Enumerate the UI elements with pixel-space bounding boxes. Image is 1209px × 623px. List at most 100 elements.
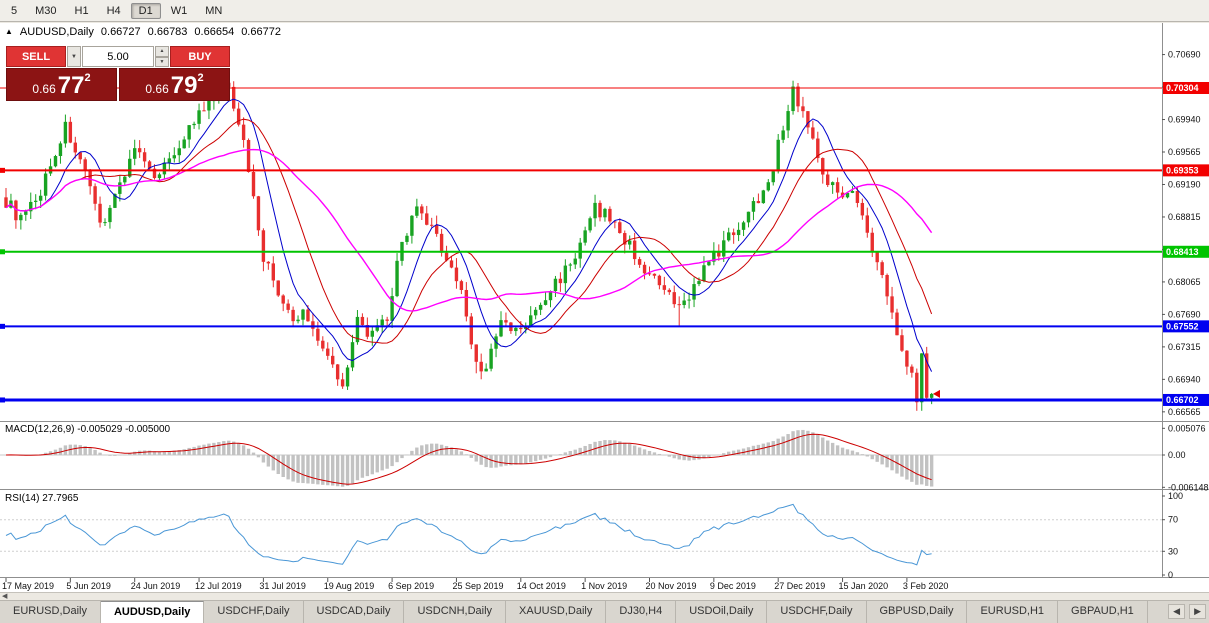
moving-average-line-32[interactable] [5,148,933,312]
svg-text:0.66940: 0.66940 [1168,374,1201,384]
tab-scroll-arrows: ◀ ▶ [1168,600,1206,623]
svg-text:0.69190: 0.69190 [1168,179,1201,189]
timeframe-h4[interactable]: H4 [106,4,121,17]
chart-area: 0.706900.703150.699400.695650.691900.688… [0,23,1209,592]
chart-tab-usdchf-daily[interactable]: USDCHF,Daily [204,601,304,623]
chart-tab-gbpaud-h1[interactable]: GBPAUD,H1 [1058,601,1148,623]
rsi-axis-tick: 30 [1168,546,1178,556]
chart-tab-dj30-h4[interactable]: DJ30,H4 [606,601,677,623]
chart-tab-bar: EURUSD,Daily AUDUSD,Daily USDCHF,Daily USDC… [0,600,1209,623]
macd-axis-tick: 0.00 [1168,450,1186,460]
macd-axis-tick: 0.005076 [1168,423,1206,433]
tab-scroll-left-icon[interactable]: ◀ [1168,604,1186,619]
date-axis[interactable]: 17 May 2019 5 Jun 2019 24 Jun 2019 12 Jul 2… [2,578,948,591]
sell-price-display[interactable]: 0.66 77 2 [6,68,117,101]
volume-input[interactable]: 5.00 [82,46,154,67]
rsi-axis-tick: 100 [1168,491,1183,501]
macd-histogram [4,429,934,487]
chart-tab-eurusd-h1[interactable]: EURUSD,H1 [967,601,1059,623]
volume-up-icon[interactable]: ▲ [155,46,169,57]
rsi-axis-tick: 70 [1168,515,1178,525]
volume-down-icon[interactable]: ▼ [155,56,169,67]
rsi-line [5,503,932,566]
svg-text:5 Jun 2019: 5 Jun 2019 [66,581,111,591]
svg-text:0.70690: 0.70690 [1168,50,1201,60]
buy-price-display[interactable]: 0.66 79 2 [119,68,230,101]
buy-price-pips: 79 [170,72,198,100]
svg-text:0.66702: 0.66702 [1166,395,1199,405]
timeframe-mn[interactable]: MN [205,4,223,17]
chart-tab-gbpusd-daily[interactable]: GBPUSD,Daily [867,601,968,623]
buy-price-pipette: 2 [197,72,204,84]
timeframe-m30[interactable]: M30 [35,4,57,17]
svg-text:24 Jun 2019: 24 Jun 2019 [131,581,181,591]
svg-text:0.68065: 0.68065 [1168,277,1201,287]
svg-text:3 Feb 2020: 3 Feb 2020 [903,581,949,591]
svg-text:6 Sep 2019: 6 Sep 2019 [388,581,434,591]
scroll-left-icon[interactable]: ◀ [2,593,8,600]
svg-text:0.69565: 0.69565 [1168,147,1201,157]
svg-text:1 Nov 2019: 1 Nov 2019 [581,581,627,591]
candles [4,72,934,411]
rsi-axis-tick: 0 [1168,570,1173,580]
svg-text:31 Jul 2019: 31 Jul 2019 [259,581,306,591]
chart-tab-usdcnh-daily[interactable]: USDCNH,Daily [404,601,507,623]
horizontal-line-0.67552[interactable] [0,323,1162,329]
price-label-0.70304: 0.70304 [1163,82,1209,94]
sell-price-pips: 77 [57,72,85,100]
price-label-0.69353: 0.69353 [1163,164,1209,177]
svg-text:19 Aug 2019: 19 Aug 2019 [324,581,375,591]
tab-scroll-right-icon[interactable]: ▶ [1189,604,1206,619]
svg-text:0.70304: 0.70304 [1166,83,1199,93]
sell-button[interactable]: SELL [6,46,66,67]
svg-text:0.69353: 0.69353 [1166,165,1199,175]
chart-tab-audusd-daily[interactable]: AUDUSD,Daily [100,601,205,623]
timeframe-d1[interactable]: D1 [130,2,161,19]
chart-background [0,23,1209,592]
macd-axis-tick: -0.006148 [1168,482,1209,492]
svg-text:0.69940: 0.69940 [1168,115,1201,125]
horizontal-line-0.68413[interactable] [0,249,1162,255]
price-label-0.67552: 0.67552 [1163,320,1209,333]
timeframe-toolbar: 5 M30 H1 H4 D1 W1 MN [0,0,1209,22]
chart-canvas[interactable]: 0.706900.703150.699400.695650.691900.688… [0,23,1209,592]
svg-text:25 Sep 2019: 25 Sep 2019 [452,581,503,591]
timeframe-w1[interactable]: W1 [170,4,188,17]
chart-horizontal-scrollbar[interactable]: ◀ [0,592,1209,600]
svg-text:14 Oct 2019: 14 Oct 2019 [517,581,566,591]
moving-average-line-16[interactable] [5,118,933,344]
timeframe-h1[interactable]: H1 [74,4,89,17]
svg-text:9 Dec 2019: 9 Dec 2019 [710,581,756,591]
svg-text:0.68413: 0.68413 [1166,247,1199,257]
svg-text:0.67315: 0.67315 [1168,342,1201,352]
volume-stepper: ▲ ▼ [155,46,169,67]
buy-button[interactable]: BUY [170,46,230,67]
svg-text:15 Jan 2020: 15 Jan 2020 [839,581,889,591]
svg-text:27 Dec 2019: 27 Dec 2019 [774,581,825,591]
chart-tab-usdoil-daily[interactable]: USDOil,Daily [676,601,768,623]
one-click-trading-panel: SELL ▼ 5.00 ▲ ▼ BUY 0.66 77 2 0.66 79 [6,46,230,101]
sell-price-pipette: 2 [84,72,91,84]
svg-text:0.67690: 0.67690 [1168,309,1201,319]
svg-text:0.67552: 0.67552 [1166,321,1199,331]
price-label-0.66702: 0.66702 [1163,393,1209,406]
timeframe-5[interactable]: 5 [11,4,18,17]
chart-tab-usdcad-daily[interactable]: USDCAD,Daily [304,601,405,623]
chart-tab-usdchf-daily[interactable]: USDCHF,Daily [767,601,867,623]
svg-text:20 Nov 2019: 20 Nov 2019 [646,581,697,591]
sell-price-prefix: 0.66 [32,82,56,96]
last-price-arrow-icon [933,389,940,398]
svg-text:0.68815: 0.68815 [1168,212,1201,222]
volume-dropdown-icon[interactable]: ▼ [67,46,81,67]
chart-tab-eurusd-daily[interactable]: EURUSD,Daily [0,601,101,623]
svg-text:12 Jul 2019: 12 Jul 2019 [195,581,242,591]
svg-text:17 May 2019: 17 May 2019 [2,581,54,591]
horizontal-line-0.66702[interactable] [0,397,1162,403]
svg-text:0.66565: 0.66565 [1168,407,1201,417]
horizontal-line-0.69353[interactable] [0,167,1162,173]
moving-average-line-8[interactable] [5,98,933,372]
price-label-0.68413: 0.68413 [1163,245,1209,258]
macd-signal-line [5,433,932,485]
chart-tab-xauusd-daily[interactable]: XAUUSD,Daily [506,601,607,623]
